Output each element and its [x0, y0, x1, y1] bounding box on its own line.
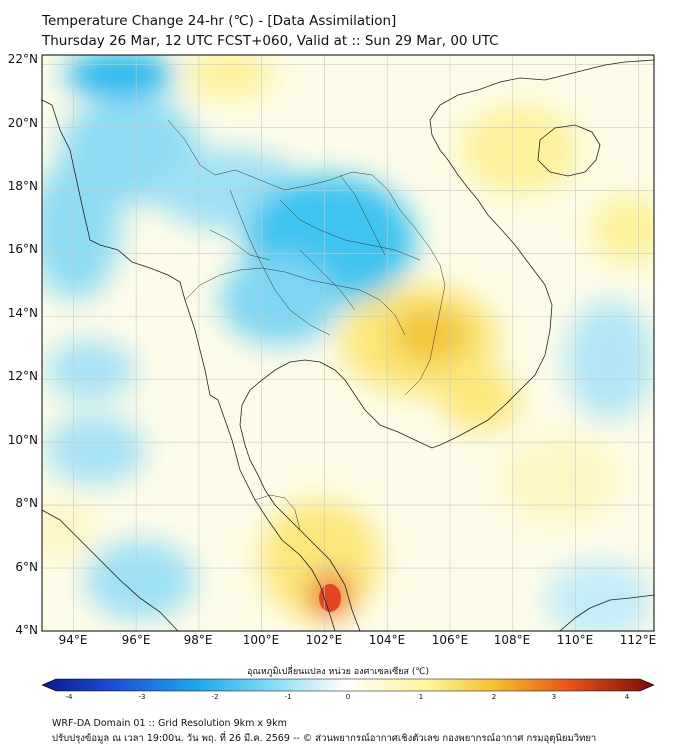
lon-label: 102°E: [305, 633, 343, 647]
lat-label: 12°N: [7, 369, 38, 383]
lon-label: 108°E: [493, 633, 531, 647]
colorbar-tick: 3: [551, 693, 557, 701]
lat-label: 16°N: [7, 242, 38, 256]
coast-gulf-east: [239, 59, 654, 631]
lat-label: 8°N: [15, 496, 38, 510]
cold-area-andaman: [45, 340, 135, 400]
colorbar-tick: -3: [138, 693, 146, 701]
footer-line-2: ปรับปรุงข้อมูล ณ เวลา 19:00น. วัน พฤ. ที…: [52, 733, 597, 744]
colorbar-bar: [41, 678, 655, 692]
border-3: [229, 189, 331, 336]
lon-label: 110°E: [556, 633, 594, 647]
title-line-2: Thursday 26 Mar, 12 UTC FCST+060, Valid …: [42, 33, 499, 49]
colorbar-tick: -2: [211, 693, 219, 701]
lon-label: 96°E: [121, 633, 151, 647]
warm-area-scs: [590, 195, 654, 265]
lon-label: 100°E: [242, 633, 280, 647]
cold-area-andaman-south: [45, 415, 145, 485]
footer-line-1: WRF-DA Domain 01 :: Grid Resolution 9km …: [52, 718, 287, 729]
border-6: [339, 174, 386, 256]
lat-label: 4°N: [15, 623, 38, 637]
lon-label: 112°E: [619, 633, 657, 647]
lat-label: 20°N: [7, 116, 38, 130]
colorbar-tick: 4: [624, 693, 630, 701]
lat-label: 14°N: [7, 306, 38, 320]
coast-hainan: [537, 124, 601, 177]
colorbar-tick: 1: [418, 693, 424, 701]
temperature-field: [42, 55, 654, 631]
border-5: [254, 494, 301, 531]
warm-area-scs-south: [500, 435, 620, 525]
border-7: [209, 229, 271, 261]
coast-mainland: [42, 99, 336, 631]
lon-label: 98°E: [183, 633, 213, 647]
lon-label: 104°E: [368, 633, 406, 647]
map-gridlines: [42, 55, 654, 631]
colorbar-tick: 2: [491, 693, 497, 701]
warm-core-cambodia: [390, 305, 470, 365]
lon-label: 106°E: [431, 633, 469, 647]
cold-area-east: [565, 300, 654, 420]
warm-area-west-south: [42, 500, 95, 560]
cold-area-central-south: [220, 255, 340, 345]
country-borders: [167, 119, 446, 531]
lat-label: 6°N: [15, 560, 38, 574]
border-8: [299, 249, 356, 311]
map-frame: [41, 54, 655, 632]
cold-area-west: [42, 160, 120, 300]
warm-area-hainan: [460, 105, 580, 195]
hot-spot: [319, 584, 341, 612]
border-1: [167, 119, 446, 396]
title-line-1: Temperature Change 24-hr (℃) - [Data Ass…: [42, 13, 397, 29]
border-2: [184, 267, 406, 336]
coastlines: [42, 59, 654, 631]
colorbar: [41, 678, 655, 692]
border-4: [279, 199, 421, 261]
lon-label: 94°E: [58, 633, 88, 647]
warm-area-north: [185, 55, 275, 100]
colorbar-title: อุณหภูมิเปลี่ยนแปลง หน่วย องศาเซลเซียส (…: [246, 667, 430, 677]
lat-label: 10°N: [7, 433, 38, 447]
cold-area-sumatra: [85, 540, 195, 620]
cold-core-north: [65, 55, 175, 97]
warm-area-vietnam: [440, 370, 520, 430]
cold-area-southeast: [545, 560, 654, 631]
lat-label: 18°N: [7, 179, 38, 193]
coast-sumatra: [42, 509, 179, 631]
colorbar-tick: 0: [345, 693, 351, 701]
map-title: Temperature Change 24-hr (℃) - [Data Ass…: [42, 11, 499, 51]
coast-borneo: [559, 594, 654, 631]
colorbar-tick: -1: [284, 693, 292, 701]
lat-label: 22°N: [7, 52, 38, 66]
colorbar-tick: -4: [65, 693, 73, 701]
